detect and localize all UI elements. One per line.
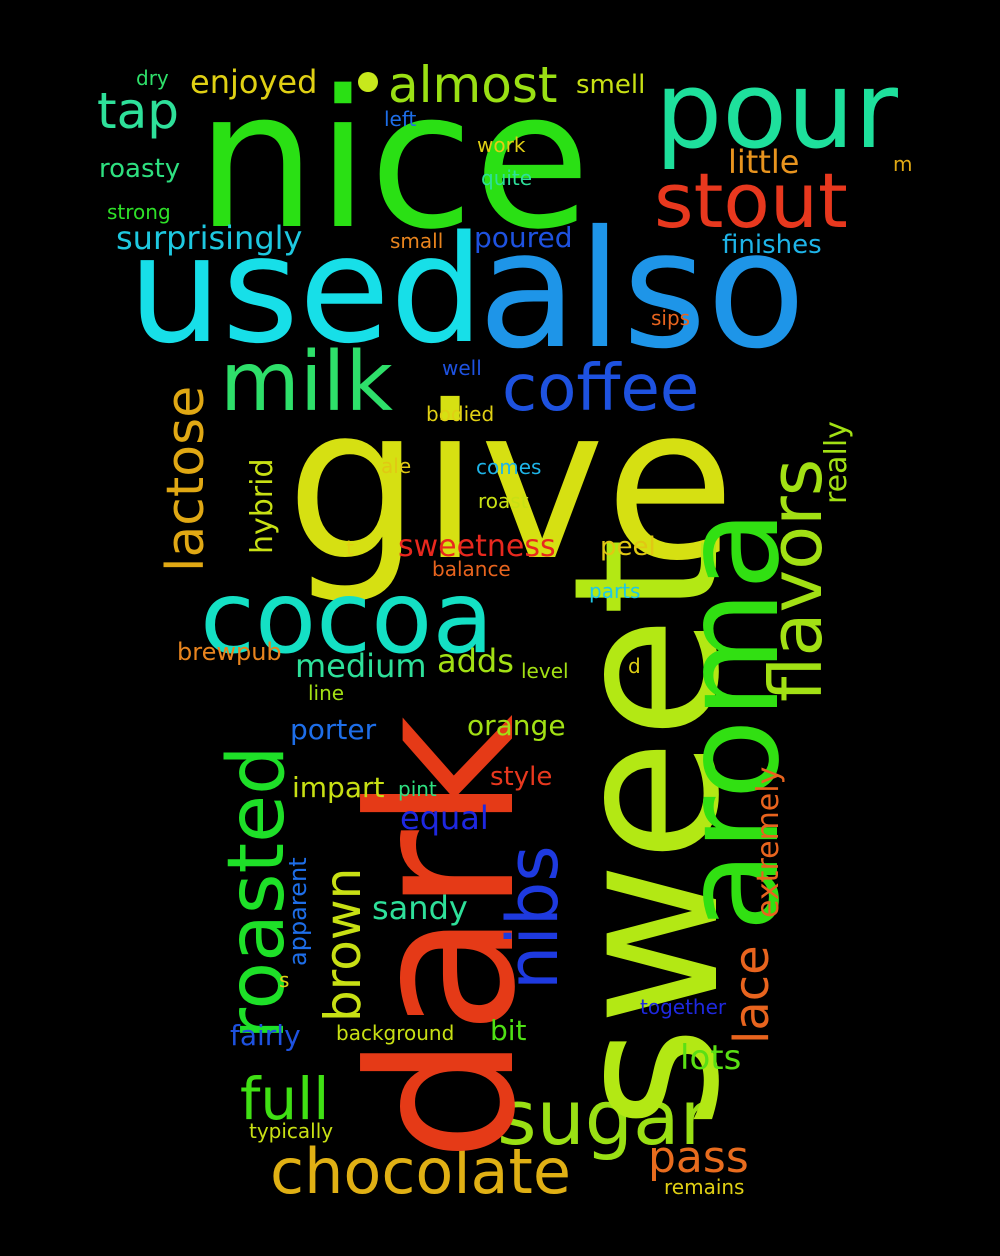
word-s: s xyxy=(279,968,290,992)
word-chocolate: chocolate xyxy=(270,1135,572,1208)
word-brewpub: brewpub xyxy=(177,638,282,666)
word-comes: comes xyxy=(476,455,542,479)
word-nice: nice xyxy=(196,50,591,271)
word-background: background xyxy=(336,1021,455,1045)
word-also: also xyxy=(478,197,806,385)
word-well: well xyxy=(442,356,482,380)
word-quite: quite xyxy=(481,166,533,190)
word-parts: parts xyxy=(589,579,641,603)
word-smell: smell xyxy=(576,70,646,100)
word-t: t xyxy=(346,536,354,560)
word-coffee: coffee xyxy=(502,352,700,426)
word-balance: balance xyxy=(432,557,511,581)
word-nibs: nibs xyxy=(492,845,574,990)
word-style: style xyxy=(490,762,553,792)
word-apparent: apparent xyxy=(284,857,312,966)
word-strong: strong xyxy=(107,200,171,224)
word-full: full xyxy=(240,1065,330,1133)
word-work: work xyxy=(477,133,526,157)
word-porter: porter xyxy=(290,713,377,746)
word-medium: medium xyxy=(295,647,427,685)
word-level: level xyxy=(521,659,569,683)
word-almost: almost xyxy=(388,56,558,114)
word-roast: roast xyxy=(478,489,529,513)
word-tap: tap xyxy=(97,82,179,140)
word-m: m xyxy=(893,152,913,176)
word-bodied: bodied xyxy=(426,402,495,426)
word-bit: bit xyxy=(490,1014,527,1047)
word-sandy: sandy xyxy=(372,889,468,927)
word-d: d xyxy=(628,654,641,678)
word-lots: lots xyxy=(680,1038,742,1078)
word-small: small xyxy=(390,229,444,253)
word-surprisingly: surprisingly xyxy=(116,219,303,257)
word-milk: milk xyxy=(220,335,393,430)
word-lactose: lactose xyxy=(156,385,216,572)
word-pint: pint xyxy=(398,777,437,801)
word-finishes: finishes xyxy=(722,230,822,260)
word-hybrid: hybrid xyxy=(245,458,280,554)
word-stout: stout xyxy=(654,156,848,245)
word-peel: peel xyxy=(600,532,656,562)
word-pour: pour xyxy=(655,49,898,172)
word-sips: sips xyxy=(651,306,691,330)
word-give: give xyxy=(286,360,736,607)
word-ale: ale xyxy=(381,454,412,478)
word-enjoyed: enjoyed xyxy=(190,63,318,101)
word-equal: equal xyxy=(400,799,489,837)
word-extremely: extremely xyxy=(751,766,786,918)
word-really: really xyxy=(819,421,854,504)
word-used: used xyxy=(128,204,484,376)
word-little: little xyxy=(728,143,800,181)
word-fairly: fairly xyxy=(230,1019,301,1052)
word-sweetness: sweetness xyxy=(398,529,556,564)
word-typically: typically xyxy=(249,1119,334,1143)
word-roasty: roasty xyxy=(99,154,181,184)
word-adds: adds xyxy=(437,642,514,680)
word-sugar: sugar xyxy=(497,1073,711,1162)
word-pass: pass xyxy=(648,1132,749,1183)
word-poured: poured xyxy=(474,221,573,254)
dot-mark xyxy=(358,72,378,92)
word-cocoa: cocoa xyxy=(200,559,494,676)
word-lace: lace xyxy=(724,945,780,1044)
word-remains: remains xyxy=(664,1175,745,1199)
word-dry: dry xyxy=(136,66,169,90)
word-brown: brown xyxy=(314,867,372,1022)
word-together: together xyxy=(640,995,727,1019)
word-orange: orange xyxy=(467,709,566,742)
word-impart: impart xyxy=(292,771,385,804)
word-left: left xyxy=(384,107,417,131)
word-line: line xyxy=(308,681,345,705)
